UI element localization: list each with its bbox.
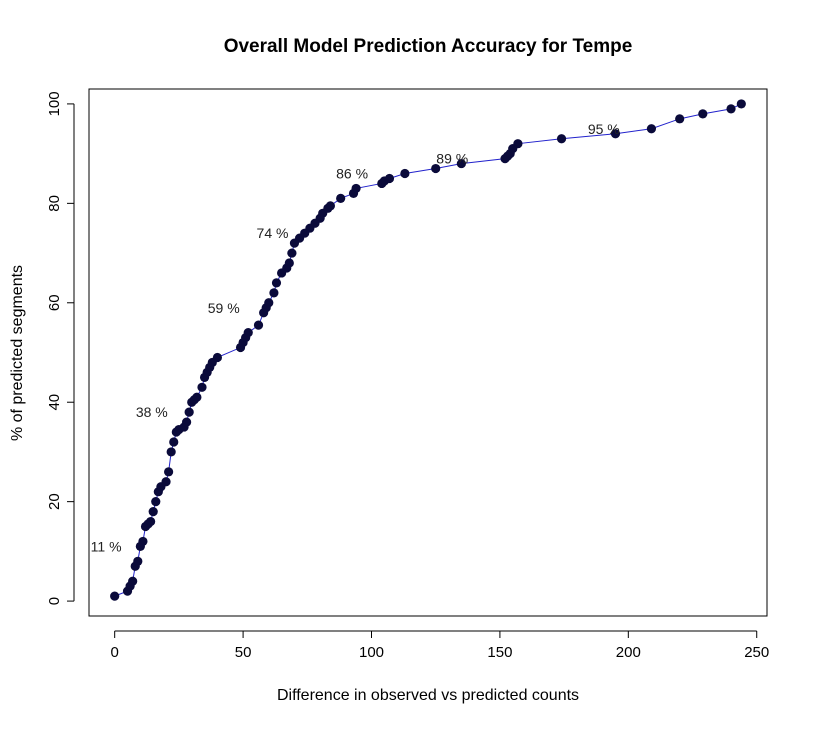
data-point [161, 477, 171, 487]
data-point [133, 556, 143, 566]
y-axis-label: % of predicted segments [9, 265, 26, 441]
x-tick-label: 150 [487, 644, 512, 661]
data-point [456, 158, 466, 169]
data-point [184, 407, 194, 417]
data-point [556, 134, 567, 144]
data-point [148, 506, 158, 517]
data-point [384, 173, 395, 184]
annotation-label: 11 % [91, 538, 122, 554]
annotation-label: 74 % [257, 225, 289, 241]
data-point [197, 382, 207, 392]
data-point [351, 183, 361, 194]
data-point [151, 497, 161, 507]
data-point [146, 516, 156, 527]
data-point [181, 417, 192, 427]
data-point [243, 328, 253, 338]
data-point [646, 124, 657, 134]
x-tick-label: 250 [744, 644, 769, 661]
data-point [284, 258, 294, 268]
data-point [736, 99, 746, 109]
data-point [164, 467, 174, 477]
data-point [675, 114, 685, 124]
annotation-label: 38 % [136, 404, 168, 420]
series [110, 99, 746, 601]
y-tick-label: 40 [46, 394, 63, 411]
y-axis: 0 20 40 60 80 100 [46, 91, 75, 605]
chart-title: Overall Model Prediction Accuracy for Te… [224, 36, 633, 57]
data-point [192, 392, 202, 402]
data-point [128, 576, 138, 586]
data-point [325, 201, 336, 211]
data-point [287, 248, 297, 258]
data-point [110, 591, 120, 601]
x-tick-label: 100 [359, 644, 384, 661]
y-tick-label: 80 [46, 195, 63, 212]
y-tick-label: 100 [46, 91, 63, 116]
x-axis-label: Difference in observed vs predicted coun… [277, 687, 579, 704]
data-point [431, 163, 441, 174]
y-tick-label: 20 [46, 493, 63, 510]
data-point [698, 109, 708, 119]
x-tick-label: 0 [111, 644, 119, 661]
data-point [212, 352, 223, 363]
data-point [253, 320, 264, 330]
x-axis: 0 50 100 150 200 250 [111, 630, 769, 661]
x-tick-label: 200 [616, 644, 641, 661]
data-point [166, 447, 176, 457]
data-point [400, 168, 410, 179]
annotation-label: 86 % [336, 166, 368, 182]
series-line [114, 103, 742, 597]
data-point [610, 129, 621, 139]
y-tick-label: 0 [46, 597, 63, 605]
data-point [138, 536, 148, 547]
annotation-label: 59 % [208, 300, 240, 316]
data-point [271, 278, 282, 288]
data-point [726, 104, 736, 114]
data-point [513, 139, 523, 149]
annotations: 11 % 38 % 59 % 74 % 86 % 89 % 95 % [91, 121, 620, 555]
y-tick-label: 60 [46, 294, 63, 311]
data-point [336, 193, 346, 203]
x-tick-label: 50 [235, 644, 252, 661]
data-point [264, 298, 274, 308]
annotation-label: 95 % [588, 121, 620, 137]
annotation-label: 89 % [436, 151, 468, 167]
plot-frame [88, 88, 768, 617]
data-point [169, 437, 179, 447]
data-point [269, 288, 279, 298]
